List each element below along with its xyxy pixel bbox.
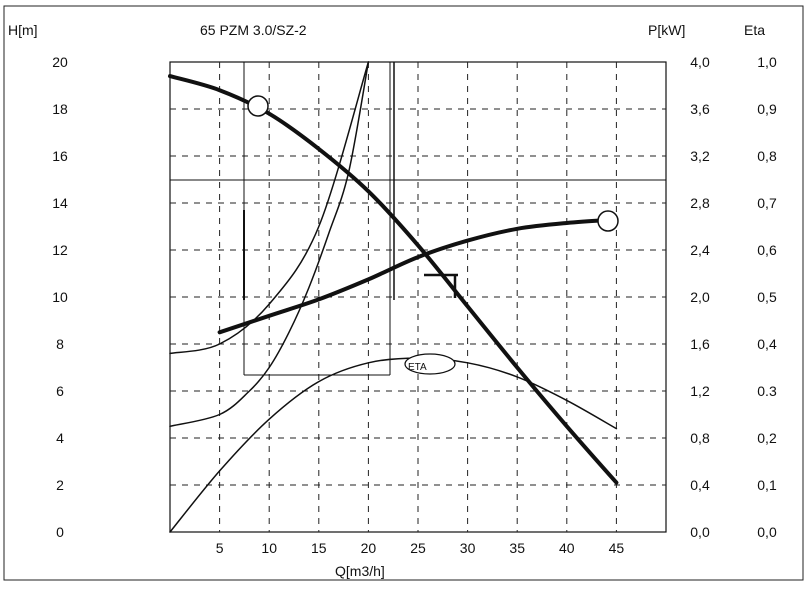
y-right2-tick-label: 0,4 — [757, 336, 777, 352]
y-right1-tick-label: 3,2 — [690, 148, 710, 164]
y-left-tick-label: 16 — [52, 148, 68, 164]
x-tick-label: 45 — [609, 540, 625, 556]
y-right1-tick-label: 0,8 — [690, 430, 710, 446]
y-right1-tick-label: 1,2 — [690, 383, 710, 399]
y-left-tick-label: 8 — [56, 336, 64, 352]
y-left-axis-label: H[m] — [8, 22, 38, 38]
x-tick-label: 40 — [559, 540, 575, 556]
x-tick-label: 30 — [460, 540, 476, 556]
tick-labels: 5 10 15 20 25 30 35 40 45 0 2 4 6 8 10 12 14 16 18 20 0,0 0,4… — [52, 54, 777, 556]
p-curve-end-marker — [597, 210, 619, 232]
series-line-eta-2 — [169, 357, 618, 533]
y-right2-tick-label: 0,2 — [757, 430, 777, 446]
x-tick-label: 10 — [261, 540, 277, 556]
outer-border — [3, 5, 804, 581]
y-right1-tick-label: 0,0 — [690, 524, 710, 540]
y-right2-tick-label: 0,6 — [757, 242, 777, 258]
y-right2-tick-label: 0,5 — [757, 289, 777, 305]
x-tick-label: 5 — [216, 540, 224, 556]
y-left-tick-label: 4 — [56, 430, 64, 446]
x-tick-label: 35 — [509, 540, 525, 556]
y-right1-tick-label: 2,4 — [690, 242, 710, 258]
y-right1-axis-label: P[kW] — [648, 22, 685, 38]
y-right2-tick-label: 0,1 — [757, 477, 777, 493]
y-right2-tick-label: 0.3 — [757, 383, 777, 399]
y-right1-tick-label: 0,4 — [690, 477, 710, 493]
y-left-tick-label: 18 — [52, 101, 68, 117]
y-left-tick-label: 2 — [56, 477, 64, 493]
eta-annotation: ETA — [408, 362, 427, 373]
y-right2-tick-label: 0,9 — [757, 101, 777, 117]
x-tick-label: 20 — [361, 540, 377, 556]
y-right1-tick-label: 2,0 — [690, 289, 710, 305]
y-right2-tick-label: 1,0 — [757, 54, 777, 70]
y-left-tick-label: 6 — [56, 383, 64, 399]
y-left-tick-label: 20 — [52, 54, 68, 70]
series-line-h-4 — [169, 61, 370, 355]
y-left-tick-label: 14 — [52, 195, 68, 211]
y-right2-axis-label: Eta — [744, 22, 765, 38]
series-line-h-0 — [168, 74, 619, 485]
h-curve-end-marker — [247, 95, 269, 117]
chart-title: 65 PZM 3.0/SZ-2 — [200, 22, 307, 38]
series-line-h-3 — [169, 61, 370, 428]
y-right1-tick-label: 4,0 — [690, 54, 710, 70]
y-left-tick-label: 10 — [52, 289, 68, 305]
series-group — [168, 61, 619, 533]
y-right1-tick-label: 2,8 — [690, 195, 710, 211]
markers — [247, 95, 619, 375]
y-right1-tick-label: 1,6 — [690, 336, 710, 352]
x-tick-label: 25 — [410, 540, 426, 556]
y-right2-tick-label: 0,8 — [757, 148, 777, 164]
y-left-tick-label: 12 — [52, 242, 68, 258]
x-tick-label: 15 — [311, 540, 327, 556]
y-right2-tick-label: 0,7 — [757, 195, 777, 211]
y-right2-tick-label: 0,0 — [757, 524, 777, 540]
y-right1-tick-label: 3,6 — [690, 101, 710, 117]
grid — [170, 62, 666, 532]
y-left-tick-label: 0 — [56, 524, 64, 540]
x-axis-label: Q[m3/h] — [335, 563, 385, 579]
eta-label-bubble — [404, 353, 456, 375]
series-line-p-1 — [217, 217, 619, 335]
